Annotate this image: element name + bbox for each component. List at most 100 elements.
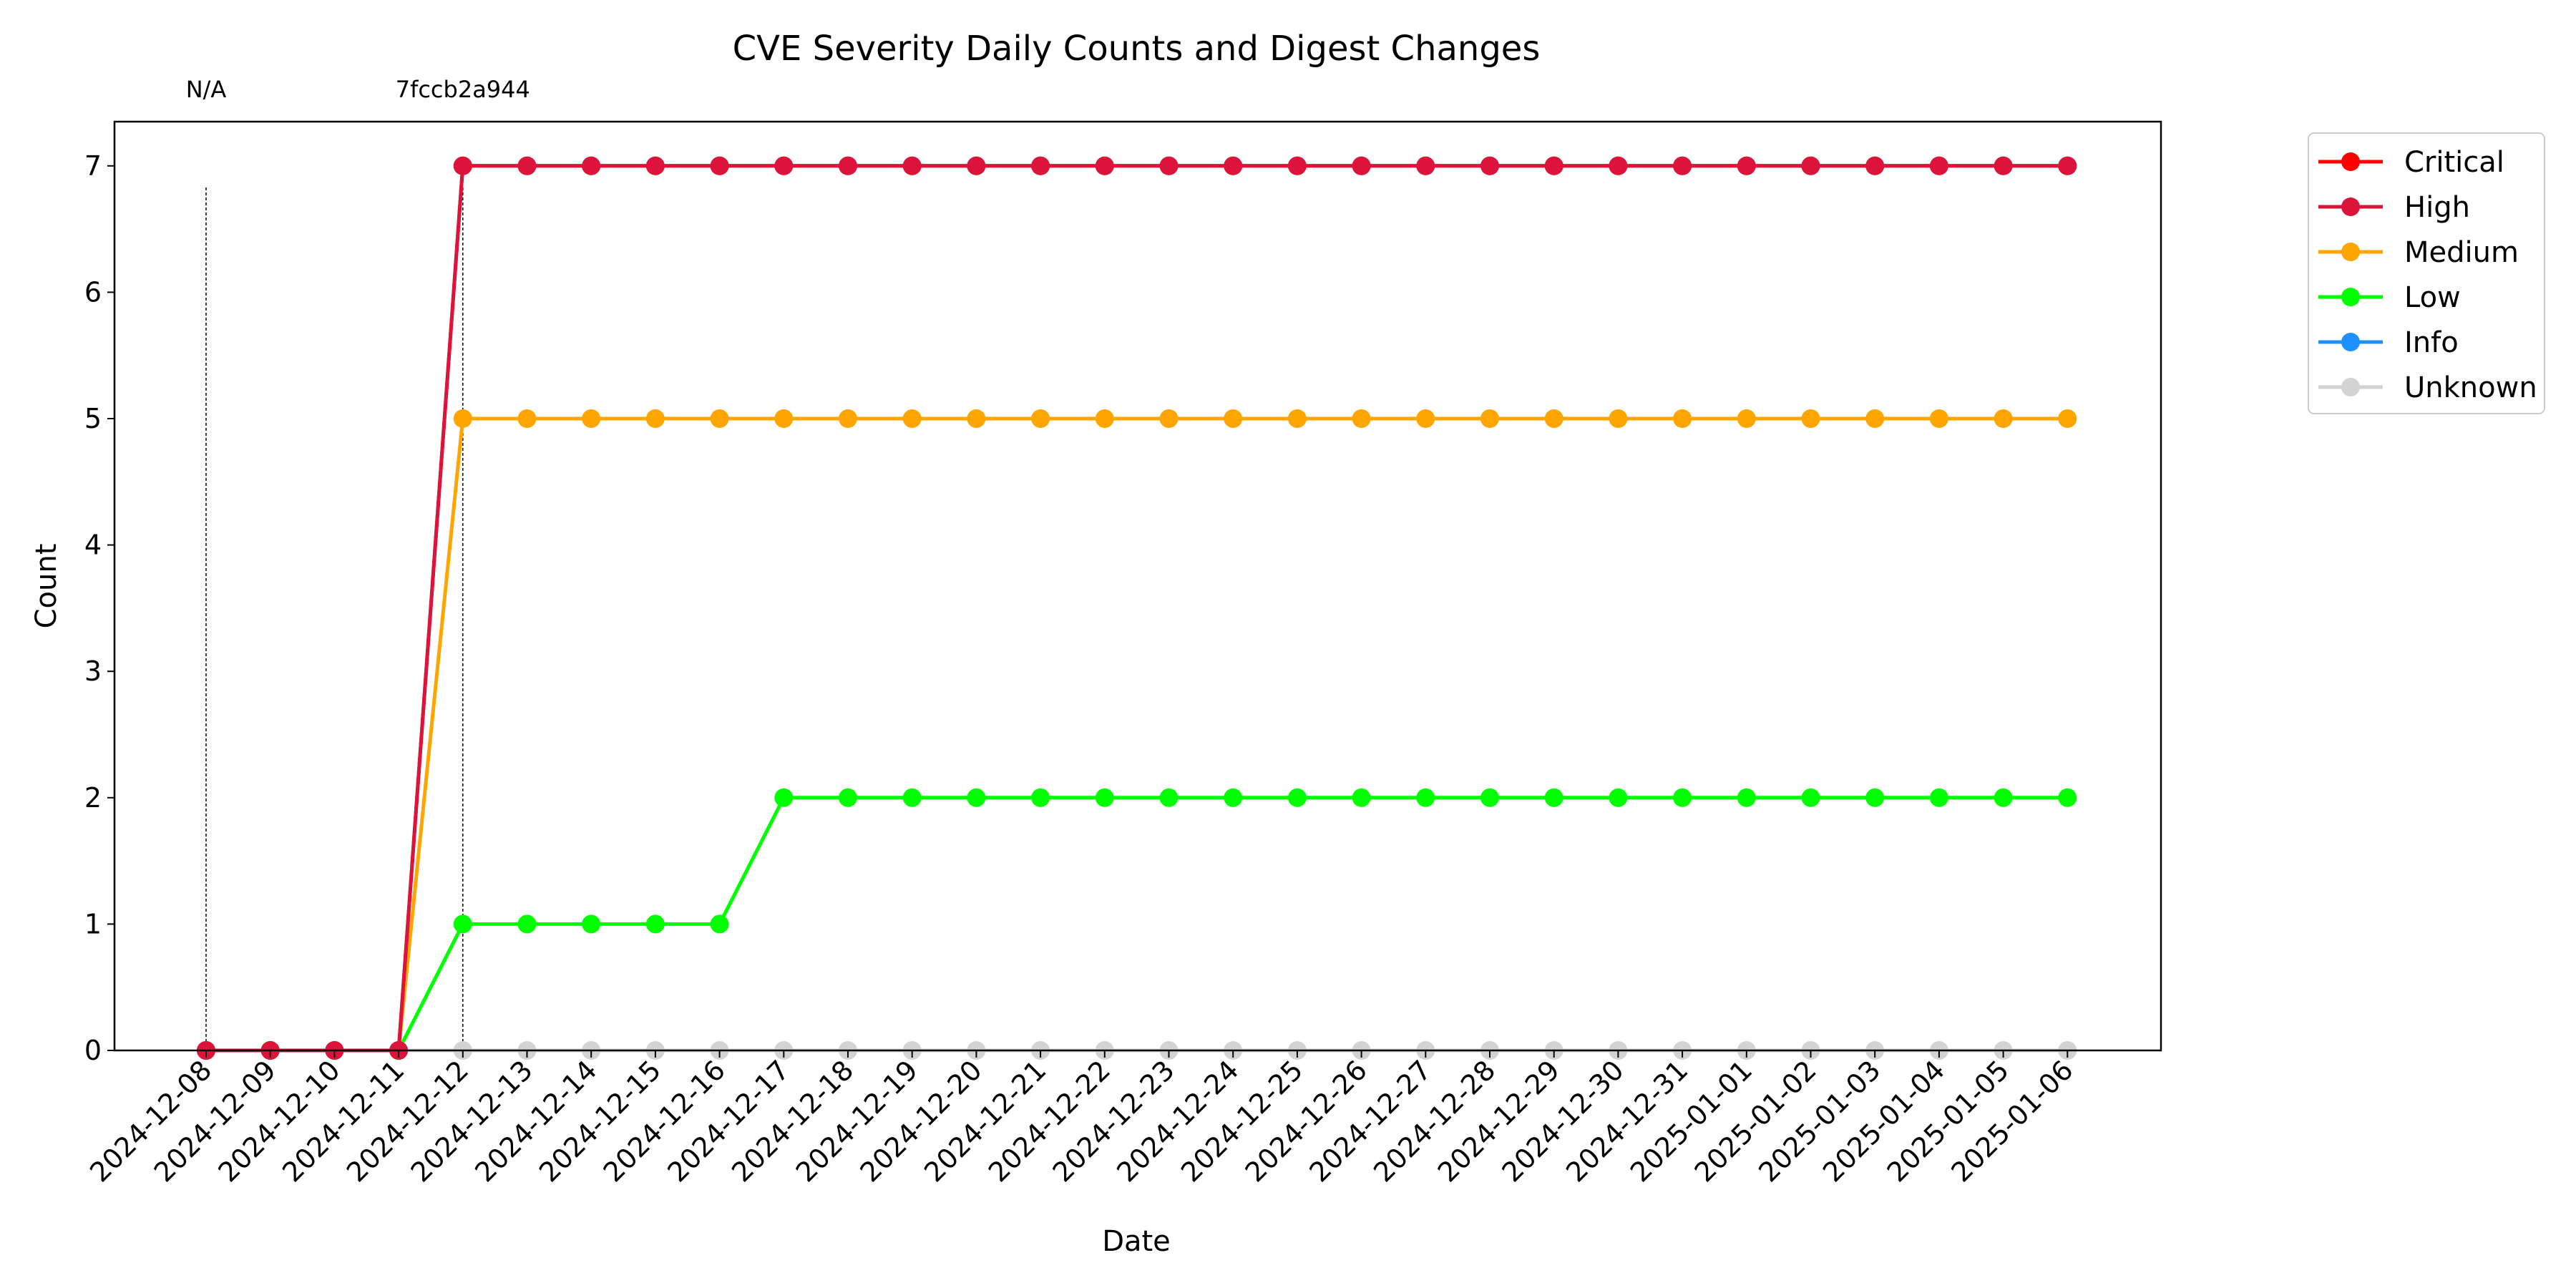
digest-change-label: 7fccb2a944 (396, 76, 530, 103)
data-point (1865, 156, 1885, 175)
data-point (1416, 788, 1435, 807)
data-point (1609, 409, 1628, 428)
data-point (1095, 788, 1114, 807)
legend-label: High (2404, 191, 2470, 224)
data-point (710, 409, 729, 428)
digest-change-label: N/A (186, 76, 227, 103)
legend-marker (2341, 288, 2360, 306)
data-point (1801, 156, 1820, 175)
data-point (1159, 788, 1179, 807)
series-line (206, 164, 2068, 1053)
data-point (839, 409, 857, 428)
legend-item-medium: Medium (2318, 236, 2519, 269)
plot-area-frame (113, 120, 2162, 1052)
data-point (1224, 409, 1243, 428)
data-point (645, 914, 665, 934)
data-point (839, 788, 857, 807)
legend-marker (2341, 333, 2360, 351)
x-axis-label: Date (1102, 1225, 1171, 1258)
data-point (1352, 156, 1371, 175)
series-line (206, 796, 2068, 1053)
data-point (1416, 156, 1435, 175)
data-point (1480, 409, 1499, 428)
data-point (1480, 156, 1499, 175)
data-point (1544, 156, 1563, 175)
data-point (517, 409, 537, 428)
legend-label: Low (2404, 281, 2461, 314)
data-point (2058, 156, 2077, 175)
data-point (1416, 409, 1435, 428)
legend-item-unknown: Unknown (2318, 371, 2537, 404)
data-point (1352, 409, 1371, 428)
data-point (1929, 788, 1948, 807)
y-axis-label: Count (30, 544, 63, 629)
legend-item-info: Info (2318, 326, 2459, 359)
data-point (645, 409, 665, 428)
data-point (1673, 788, 1692, 807)
y-tick-label: 5 (84, 403, 102, 434)
data-point (582, 914, 601, 934)
data-point (582, 156, 601, 175)
data-point (1159, 409, 1179, 428)
legend-item-high: High (2318, 191, 2470, 224)
legend-marker (2341, 243, 2360, 261)
data-point (1287, 788, 1307, 807)
data-point (1480, 788, 1499, 807)
data-point (902, 409, 922, 428)
data-point (774, 409, 794, 428)
data-point (2058, 788, 2077, 807)
data-point (645, 156, 665, 175)
data-point (1031, 156, 1050, 175)
legend-item-low: Low (2318, 281, 2461, 314)
data-point (1737, 788, 1756, 807)
data-point (1801, 409, 1820, 428)
legend-marker (2341, 378, 2360, 396)
data-point (453, 409, 472, 428)
data-point (2058, 409, 2077, 428)
data-point (1865, 788, 1885, 807)
data-point (1224, 788, 1243, 807)
data-point (967, 156, 986, 175)
data-point (1929, 156, 1948, 175)
chart-title: CVE Severity Daily Counts and Digest Cha… (733, 29, 1541, 69)
data-point (710, 156, 729, 175)
y-tick-label: 4 (84, 530, 102, 561)
data-point (582, 409, 601, 428)
data-point (1673, 409, 1692, 428)
data-point (1544, 788, 1563, 807)
data-point (1352, 788, 1371, 807)
data-point (453, 914, 472, 934)
data-point (967, 409, 986, 428)
data-point (517, 914, 537, 934)
data-point (1609, 788, 1628, 807)
data-point (774, 156, 794, 175)
legend-label: Unknown (2404, 371, 2537, 404)
data-point (1994, 156, 2013, 175)
data-point (1287, 409, 1307, 428)
data-point (1544, 409, 1563, 428)
y-axis: 0 1 2 3 4 5 6 7 (84, 150, 114, 1066)
data-point (1865, 409, 1885, 428)
digest-change-annotations: N/A 7fccb2a944 (186, 76, 530, 1050)
data-point (1801, 788, 1820, 807)
legend-marker (2341, 197, 2360, 216)
data-point (1994, 409, 2013, 428)
data-point (1994, 788, 2013, 807)
data-point (1287, 156, 1307, 175)
y-tick-label: 3 (84, 655, 102, 687)
legend-label: Critical (2404, 146, 2504, 179)
y-tick-label: 6 (84, 276, 102, 308)
data-point (710, 914, 729, 934)
data-point (967, 788, 986, 807)
legend-item-critical: Critical (2318, 146, 2504, 179)
y-tick-label: 7 (84, 150, 102, 182)
series-low (197, 788, 2077, 1060)
data-point (1737, 409, 1756, 428)
data-point (453, 156, 472, 175)
data-point (1031, 788, 1050, 807)
data-point (1031, 409, 1050, 428)
data-point (1095, 409, 1114, 428)
legend-label: Info (2404, 326, 2459, 359)
data-point (1609, 156, 1628, 175)
